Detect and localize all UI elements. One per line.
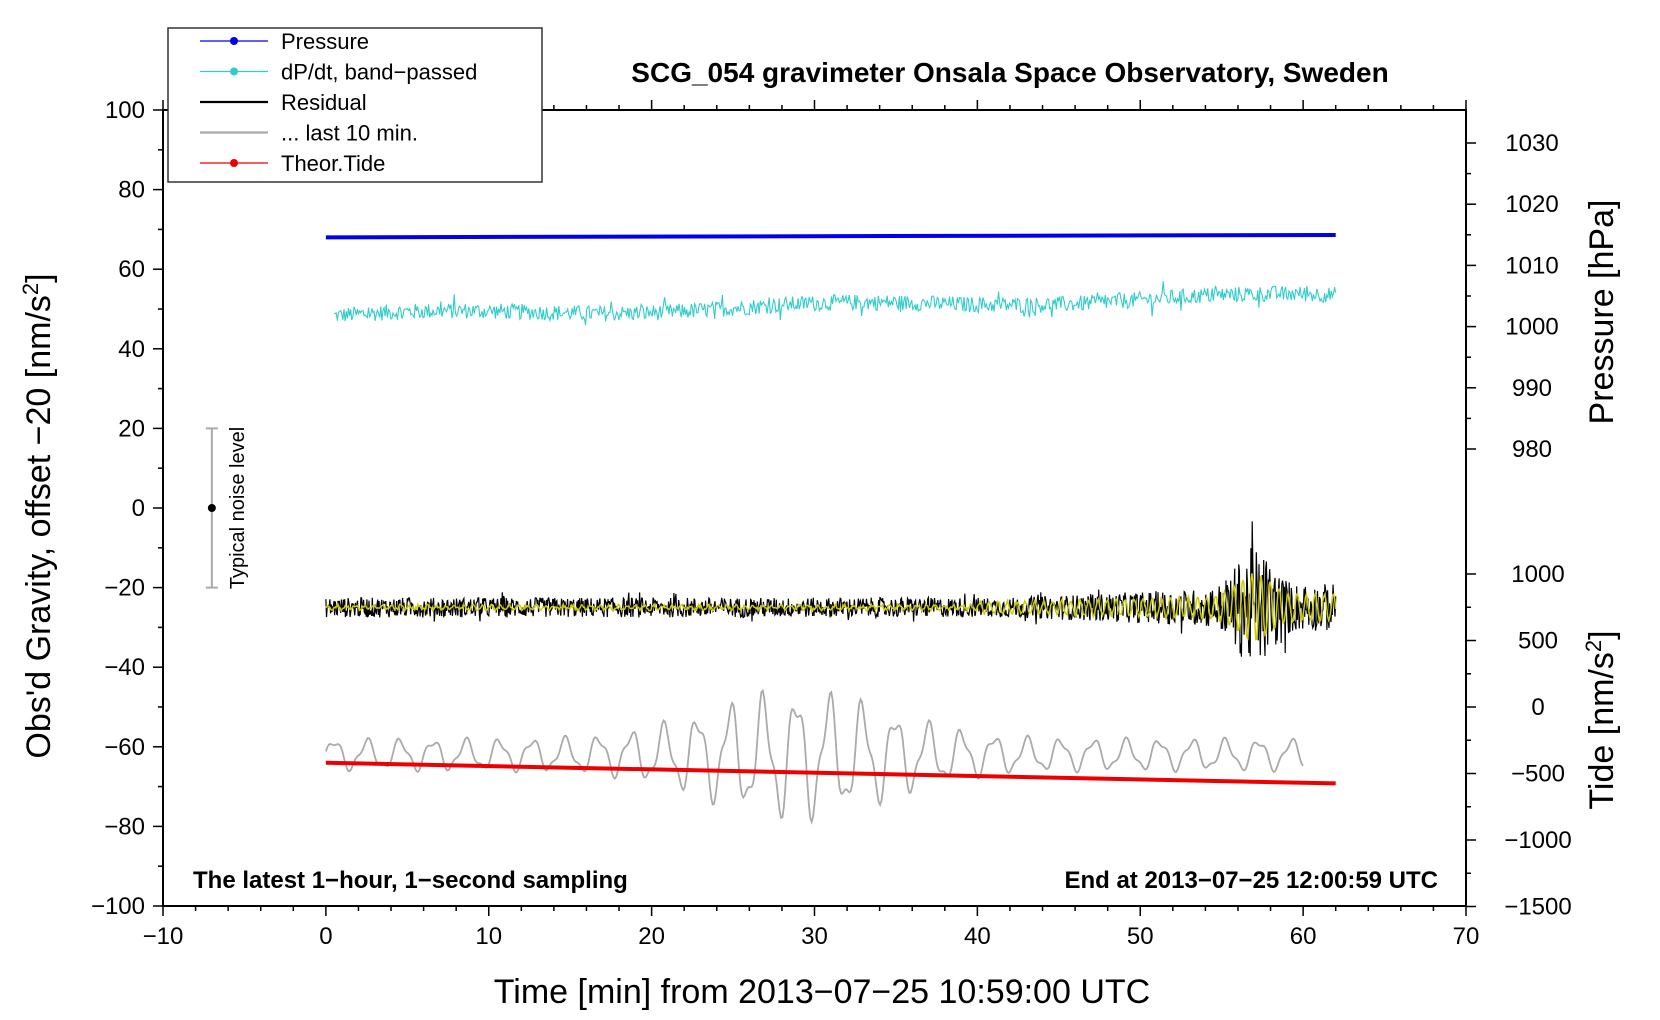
x-tick-label: 60: [1290, 923, 1317, 950]
tide-tick-label: −1000: [1504, 827, 1571, 854]
pressure-tick-label: 1030: [1505, 130, 1558, 157]
y-axis-right-tide-title-sup: 2: [1581, 640, 1606, 652]
tide-tick-label: 1000: [1511, 561, 1564, 588]
series-last-10-min: [325, 688, 1304, 825]
note-right: End at 2013−07−25 12:00:59 UTC: [1064, 867, 1438, 894]
y-axis-left: 100 80 60 40 20 0 −20 −40 −60 −80 −100: [91, 97, 163, 920]
y-tick-label: −40: [104, 654, 145, 681]
tide-tick-label: 500: [1518, 628, 1558, 655]
series-dpdt: [333, 281, 1337, 326]
y-axis-left-title-tail: ]: [20, 273, 58, 282]
y-tick-label: −60: [104, 734, 145, 761]
chart-title: SCG_054 gravimeter Onsala Space Observat…: [631, 57, 1388, 88]
y-tick-label: 20: [118, 415, 145, 442]
x-tick-label: 50: [1127, 923, 1154, 950]
noise-level-indicator: Typical noise level: [205, 427, 249, 589]
y-axis-right-pressure: 1030 1020 1010 1000 990 980: [1466, 130, 1559, 463]
pressure-tick-label: 1010: [1505, 252, 1558, 279]
x-tick-label: 70: [1453, 923, 1480, 950]
y-axis-right-pressure-title: Pressure [hPa]: [1583, 200, 1621, 425]
x-tick-label: −10: [143, 923, 184, 950]
y-axis-left-title: Obs'd Gravity, offset −20 [nm/s2]: [18, 273, 58, 758]
pressure-tick-label: 1000: [1505, 314, 1558, 341]
legend-label: ... last 10 min.: [281, 121, 418, 146]
y-axis-left-title-sup: 2: [18, 283, 43, 295]
y-tick-label: −80: [104, 813, 145, 840]
pressure-tick-label: 990: [1512, 375, 1552, 402]
note-left: The latest 1−hour, 1−second sampling: [193, 867, 628, 894]
x-axis-title: Time [min] from 2013−07−25 10:59:00 UTC: [494, 973, 1150, 1011]
x-tick-label: 10: [475, 923, 502, 950]
x-tick-label: 0: [319, 923, 332, 950]
y-axis-right-tide: 1000 500 0 −500 −1000 −1500: [1466, 561, 1572, 921]
y-axis-left-title-main: Obs'd Gravity, offset −20 [nm/s: [20, 295, 58, 758]
y-axis-right-tide-title: Tide [nm/s2]: [1581, 630, 1621, 809]
x-tick-label: 20: [638, 923, 665, 950]
pressure-tick-label: 980: [1512, 436, 1552, 463]
legend-label: Residual: [281, 90, 367, 115]
x-tick-label: 30: [801, 923, 828, 950]
y-axis-right-tide-title-main: Tide [nm/s: [1583, 652, 1621, 809]
legend: Pressure dP/dt, band−passed Residual ... la…: [167, 27, 543, 183]
series-residual-smoothed: [325, 573, 1337, 641]
x-tick-label: 40: [964, 923, 991, 950]
tide-tick-label: 0: [1531, 694, 1544, 721]
tide-tick-label: −1500: [1504, 894, 1571, 921]
y-tick-label: −20: [104, 575, 145, 602]
pressure-tick-label: 1020: [1505, 191, 1558, 218]
y-tick-label: 0: [132, 495, 145, 522]
y-tick-label: 40: [118, 336, 145, 363]
plot-lines: [325, 232, 1337, 825]
y-axis-right-tide-title-tail: ]: [1583, 630, 1621, 639]
series-pressure: [325, 232, 1336, 240]
legend-label: Theor.Tide: [281, 151, 385, 176]
y-tick-label: −100: [91, 893, 145, 920]
legend-marker: [230, 37, 238, 45]
noise-level-label: Typical noise level: [227, 427, 249, 589]
noise-bar-center-dot: [207, 504, 216, 512]
y-tick-label: 100: [105, 97, 145, 124]
y-tick-label: 80: [118, 177, 145, 204]
legend-marker: [230, 67, 238, 76]
legend-marker: [230, 159, 238, 167]
series-theor-tide: [325, 760, 1336, 786]
legend-box: [167, 27, 543, 183]
y-tick-label: 60: [118, 256, 145, 283]
tide-tick-label: −500: [1511, 761, 1565, 788]
legend-label: Pressure: [281, 29, 369, 54]
legend-label: dP/dt, band−passed: [281, 60, 477, 85]
